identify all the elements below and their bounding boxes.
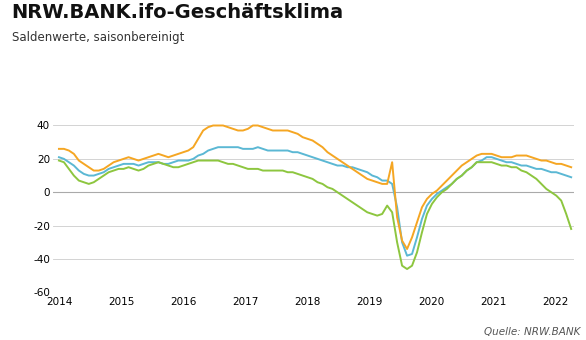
Erwartungen bbox=[70, 173, 77, 177]
Lage bbox=[404, 247, 411, 251]
Erwartungen bbox=[404, 267, 411, 271]
Lage bbox=[558, 162, 565, 166]
Klima bbox=[314, 157, 321, 161]
Lage bbox=[210, 123, 217, 128]
Erwartungen bbox=[309, 177, 316, 181]
Erwartungen bbox=[528, 173, 535, 177]
Klima bbox=[185, 158, 192, 163]
Klima bbox=[70, 164, 77, 168]
Line: Klima: Klima bbox=[59, 147, 571, 256]
Lage bbox=[185, 149, 192, 153]
Klima bbox=[568, 175, 575, 179]
Text: NRW.BANK.ifo-Geschäftsklima: NRW.BANK.ifo-Geschäftsklima bbox=[12, 3, 344, 22]
Text: Quelle: NRW.BANK: Quelle: NRW.BANK bbox=[484, 327, 580, 337]
Erwartungen bbox=[568, 227, 575, 231]
Text: Saldenwerte, saisonbereinigt: Saldenwerte, saisonbereinigt bbox=[12, 31, 184, 44]
Lage bbox=[70, 152, 77, 156]
Legend: Klima, Lage, Erwartungen: Klima, Lage, Erwartungen bbox=[58, 338, 302, 340]
Klima bbox=[205, 149, 212, 153]
Erwartungen bbox=[553, 193, 560, 198]
Lage bbox=[56, 147, 63, 151]
Lage bbox=[314, 142, 321, 146]
Klima bbox=[558, 172, 565, 176]
Klima bbox=[533, 167, 540, 171]
Klima bbox=[214, 145, 222, 149]
Lage bbox=[205, 125, 212, 129]
Erwartungen bbox=[185, 162, 192, 166]
Klima bbox=[404, 254, 411, 258]
Lage bbox=[533, 157, 540, 161]
Line: Lage: Lage bbox=[59, 125, 571, 249]
Erwartungen bbox=[205, 158, 212, 163]
Klima bbox=[56, 155, 63, 159]
Line: Erwartungen: Erwartungen bbox=[59, 160, 571, 269]
Lage bbox=[568, 165, 575, 169]
Erwartungen bbox=[56, 158, 63, 163]
